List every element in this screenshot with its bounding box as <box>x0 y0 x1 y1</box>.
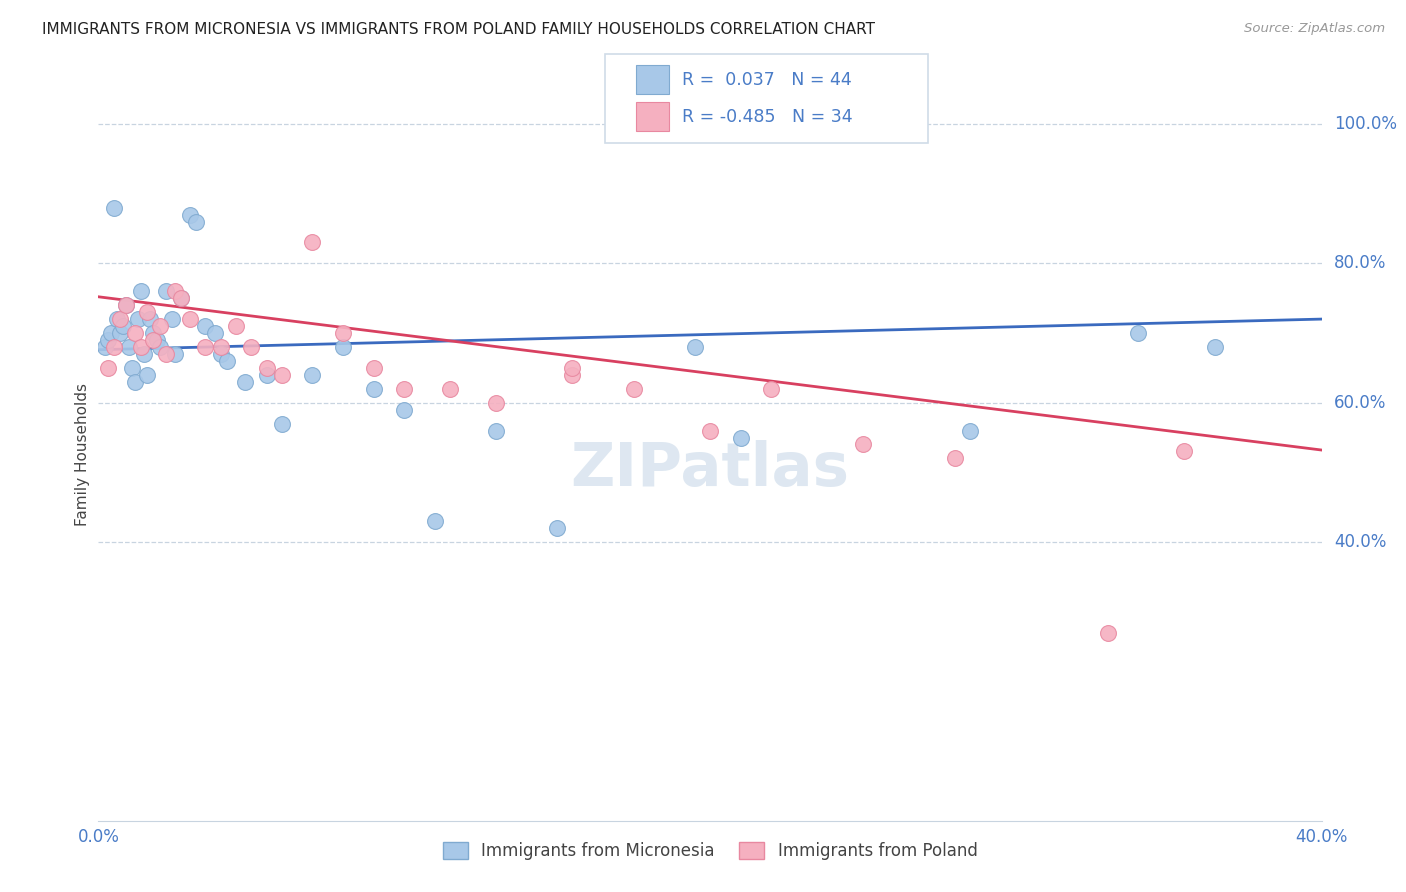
Point <box>561 360 583 375</box>
Point <box>124 375 146 389</box>
Point <box>209 340 232 354</box>
Point <box>97 333 120 347</box>
Point <box>97 360 120 375</box>
Point <box>163 284 186 298</box>
Point <box>683 340 706 354</box>
Point <box>546 521 568 535</box>
Point <box>209 347 232 361</box>
Point <box>852 437 875 451</box>
Point <box>959 424 981 438</box>
Point <box>186 214 208 228</box>
Point <box>127 312 149 326</box>
Point <box>233 375 256 389</box>
Point <box>149 319 172 334</box>
Point <box>111 319 134 334</box>
Text: ZIPatlas: ZIPatlas <box>571 440 849 499</box>
Point <box>561 368 583 382</box>
Point <box>194 340 217 354</box>
Point <box>1204 340 1226 354</box>
Point <box>108 312 131 326</box>
Point <box>194 319 217 334</box>
Point <box>204 326 226 340</box>
Point <box>423 514 446 528</box>
Text: 80.0%: 80.0% <box>1334 254 1386 272</box>
Point <box>103 340 125 354</box>
Point <box>170 291 193 305</box>
Point <box>240 340 263 354</box>
Point <box>256 360 278 375</box>
Point <box>163 347 186 361</box>
Point <box>179 312 201 326</box>
Point <box>1128 326 1150 340</box>
Text: 60.0%: 60.0% <box>1334 393 1386 412</box>
Legend: Immigrants from Micronesia, Immigrants from Poland: Immigrants from Micronesia, Immigrants f… <box>436 836 984 867</box>
Point <box>270 368 292 382</box>
Point <box>134 347 156 361</box>
Point <box>363 360 385 375</box>
Point <box>136 305 159 319</box>
Y-axis label: Family Households: Family Households <box>75 384 90 526</box>
Point <box>1097 625 1119 640</box>
Point <box>149 340 172 354</box>
Point <box>215 354 238 368</box>
Point <box>623 382 645 396</box>
Point <box>142 333 165 347</box>
Point <box>105 312 128 326</box>
Point <box>118 340 141 354</box>
Point <box>115 298 138 312</box>
Point <box>160 312 183 326</box>
Point <box>93 340 115 354</box>
Point <box>270 417 292 431</box>
Point <box>699 424 721 438</box>
Point <box>363 382 385 396</box>
Point <box>730 430 752 444</box>
Point <box>124 326 146 340</box>
Point <box>332 340 354 354</box>
Point <box>301 368 323 382</box>
Point <box>332 326 354 340</box>
Point <box>759 382 782 396</box>
Point <box>155 284 177 298</box>
Point <box>121 360 143 375</box>
Point <box>485 395 508 409</box>
Point <box>100 326 122 340</box>
Text: R =  0.037   N = 44: R = 0.037 N = 44 <box>682 70 852 88</box>
Point <box>139 312 162 326</box>
Point <box>392 402 416 417</box>
Point <box>129 340 152 354</box>
Point <box>129 284 152 298</box>
Point <box>439 382 461 396</box>
Point <box>392 382 416 396</box>
Point <box>256 368 278 382</box>
Point <box>115 298 138 312</box>
Point <box>1173 444 1195 458</box>
Text: 100.0%: 100.0% <box>1334 115 1398 133</box>
Point <box>145 333 167 347</box>
Point <box>485 424 508 438</box>
Text: Source: ZipAtlas.com: Source: ZipAtlas.com <box>1244 22 1385 36</box>
Point <box>170 291 193 305</box>
Point <box>136 368 159 382</box>
Point <box>943 451 966 466</box>
Point <box>142 326 165 340</box>
Point <box>108 326 131 340</box>
Point <box>225 319 247 334</box>
Text: 40.0%: 40.0% <box>1334 533 1386 551</box>
Point <box>103 201 125 215</box>
Text: R = -0.485   N = 34: R = -0.485 N = 34 <box>682 108 852 126</box>
Point <box>301 235 323 250</box>
Text: IMMIGRANTS FROM MICRONESIA VS IMMIGRANTS FROM POLAND FAMILY HOUSEHOLDS CORRELATI: IMMIGRANTS FROM MICRONESIA VS IMMIGRANTS… <box>42 22 875 37</box>
Point <box>179 208 201 222</box>
Point <box>155 347 177 361</box>
